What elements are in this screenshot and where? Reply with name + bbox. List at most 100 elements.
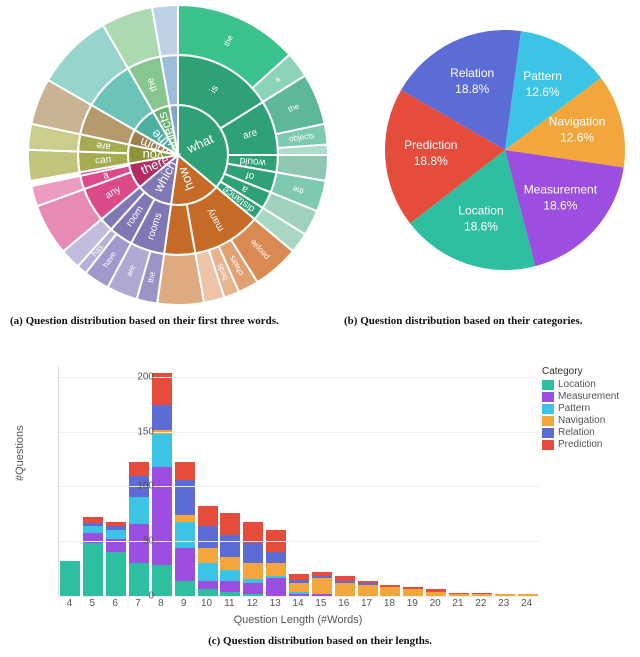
legend-item: Measurement — [542, 391, 632, 402]
figure-container: whatistheaaretheobjectswouldoftheadistan… — [0, 0, 640, 657]
bar-column — [152, 373, 172, 596]
legend-swatch — [542, 380, 554, 390]
bar-segment — [60, 561, 80, 596]
legend-label: Location — [558, 379, 596, 390]
bar-segment — [175, 462, 195, 480]
bar-column — [83, 517, 103, 596]
bar-segment — [220, 513, 240, 535]
x-tick-label: 22 — [469, 598, 492, 609]
bar-segment — [129, 462, 149, 475]
x-tick-label: 5 — [81, 598, 104, 609]
x-tick-label: 15 — [309, 598, 332, 609]
legend-label: Prediction — [558, 439, 602, 450]
x-tick-label: 18 — [378, 598, 401, 609]
y-tick-label: 100 — [114, 481, 154, 492]
bar-column — [312, 572, 332, 596]
bar-segment — [220, 581, 240, 592]
pie-slice-pct: 12.6% — [526, 85, 560, 99]
bar-segment — [266, 563, 286, 576]
pie-slice-pct: 18.8% — [414, 154, 448, 168]
y-tick-label: 200 — [114, 371, 154, 382]
bar-segment — [220, 557, 240, 570]
bar-column — [403, 587, 423, 596]
legend-item: Prediction — [542, 439, 632, 450]
x-tick-label: 8 — [149, 598, 172, 609]
bar-column — [266, 530, 286, 596]
pie-slice-name: Navigation — [549, 115, 606, 129]
bar-segment — [243, 563, 263, 578]
legend-swatch — [542, 416, 554, 426]
x-tick-label: 20 — [424, 598, 447, 609]
bar-segment — [175, 480, 195, 515]
caption-c: (c) Question distribution based on their… — [0, 635, 640, 649]
pie-slice-pct: 12.6% — [560, 131, 594, 145]
x-tick-label: 17 — [355, 598, 378, 609]
bar-segment — [198, 506, 218, 526]
x-tick-label: 24 — [515, 598, 538, 609]
bar-segment — [175, 522, 195, 548]
bar-segment — [266, 578, 286, 596]
bar-segment — [198, 563, 218, 581]
x-tick-label: 11 — [218, 598, 241, 609]
legend-swatch — [542, 428, 554, 438]
caption-a: (a) Question distribution based on their… — [10, 315, 328, 329]
pie-slice-name: Relation — [450, 66, 494, 80]
legend: Category LocationMeasurementPatternNavig… — [542, 366, 632, 451]
bar-segment — [152, 434, 172, 467]
bar-segment — [243, 522, 263, 544]
x-axis-title: Question Length (#Words) — [58, 614, 538, 626]
bar-segment — [335, 583, 355, 596]
bar-column — [358, 581, 378, 596]
bar-column — [243, 522, 263, 596]
caption-c-text: (c) Question distribution based on their… — [208, 635, 432, 647]
bar-segment — [198, 548, 218, 563]
sunburst-chart: whatistheaaretheobjectswouldoftheadistan… — [8, 0, 358, 310]
bar-segment — [220, 535, 240, 557]
bar-column — [289, 574, 309, 596]
bar-segment — [198, 526, 218, 548]
caption-b: (b) Question distribution based on their… — [344, 315, 640, 329]
bar-segment — [380, 587, 400, 596]
bar-column — [198, 506, 218, 596]
bar-segment — [152, 565, 172, 596]
bar-segment — [129, 497, 149, 523]
legend-label: Navigation — [558, 415, 605, 426]
legend-swatch — [542, 392, 554, 402]
x-tick-label: 21 — [447, 598, 470, 609]
legend-swatch — [542, 404, 554, 414]
bar-segment — [175, 581, 195, 596]
bar-column — [175, 462, 195, 596]
pie-slice-name: Measurement — [524, 183, 598, 197]
caption-a-text: (a) Question distribution based on their… — [10, 315, 279, 327]
bar-column — [380, 585, 400, 596]
bar-segment — [266, 552, 286, 563]
bar-column — [60, 561, 80, 596]
x-tick-label: 4 — [58, 598, 81, 609]
sunburst-slice — [157, 253, 204, 305]
panel-b-pie: Relation18.8%Pattern12.6%Navigation12.6%… — [360, 0, 640, 320]
bar-segment — [198, 581, 218, 590]
x-tick-label: 10 — [195, 598, 218, 609]
bar-column — [335, 576, 355, 596]
bar-segment — [175, 548, 195, 581]
x-tick-label: 7 — [127, 598, 150, 609]
bar-segment — [358, 585, 378, 596]
legend-label: Measurement — [558, 391, 619, 402]
legend-swatch — [542, 440, 554, 450]
bar-segment — [152, 405, 172, 429]
bar-segment — [83, 543, 103, 596]
legend-label: Pattern — [558, 403, 590, 414]
x-tick-label: 19 — [401, 598, 424, 609]
x-tick-label: 12 — [241, 598, 264, 609]
x-tick-label: 6 — [104, 598, 127, 609]
y-axis-title: #Questions — [14, 425, 26, 481]
bar-segment — [243, 543, 263, 563]
bar-segment — [312, 578, 332, 593]
panel-a-sunburst: whatistheaaretheobjectswouldoftheadistan… — [8, 0, 358, 320]
legend-title: Category — [542, 366, 632, 377]
bar-segment — [106, 552, 126, 596]
x-tick-label: 16 — [332, 598, 355, 609]
panel-c-barchart: #Questions Question Length (#Words) Cate… — [0, 358, 640, 657]
y-tick-label: 150 — [114, 426, 154, 437]
x-tick-label: 23 — [492, 598, 515, 609]
